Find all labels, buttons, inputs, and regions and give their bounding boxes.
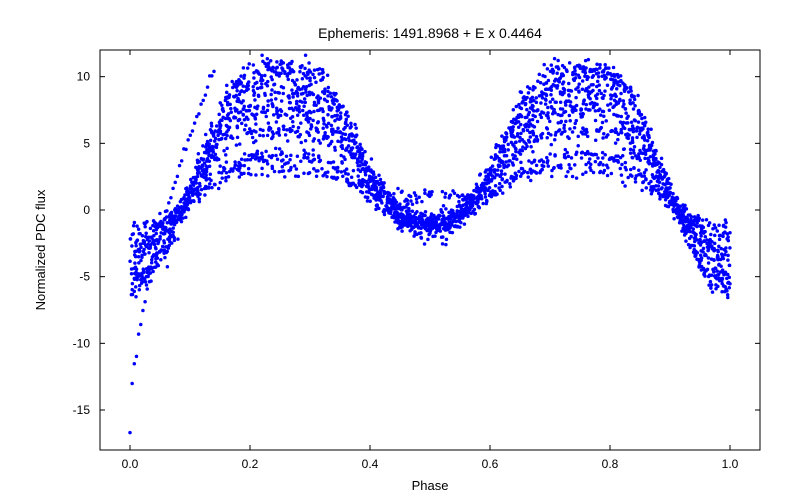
scatter-plot-svg: 0.0 0.2 0.4 0.6 0.8 1.0 -15 -10 -5 0 5 10 Phase Norma… [0,0,800,500]
chart-title: Ephemeris: 1491.8968 + E x 0.4464 [318,25,542,41]
svg-text:5: 5 [83,136,90,150]
svg-text:0: 0 [83,203,90,217]
phase-folded-lightcurve: 0.0 0.2 0.4 0.6 0.8 1.0 -15 -10 -5 0 5 10 Phase Norma… [0,0,800,500]
svg-text:-5: -5 [79,270,90,284]
svg-text:1.0: 1.0 [722,457,739,471]
svg-text:0.8: 0.8 [602,457,619,471]
svg-text:-15: -15 [73,403,91,417]
svg-text:0.2: 0.2 [242,457,259,471]
x-axis-label: Phase [412,478,449,493]
svg-text:-10: -10 [73,336,91,350]
svg-text:0.0: 0.0 [122,457,139,471]
svg-text:0.6: 0.6 [482,457,499,471]
svg-text:10: 10 [77,70,91,84]
svg-text:0.4: 0.4 [362,457,379,471]
y-axis-label: Normalized PDC flux [33,189,48,310]
